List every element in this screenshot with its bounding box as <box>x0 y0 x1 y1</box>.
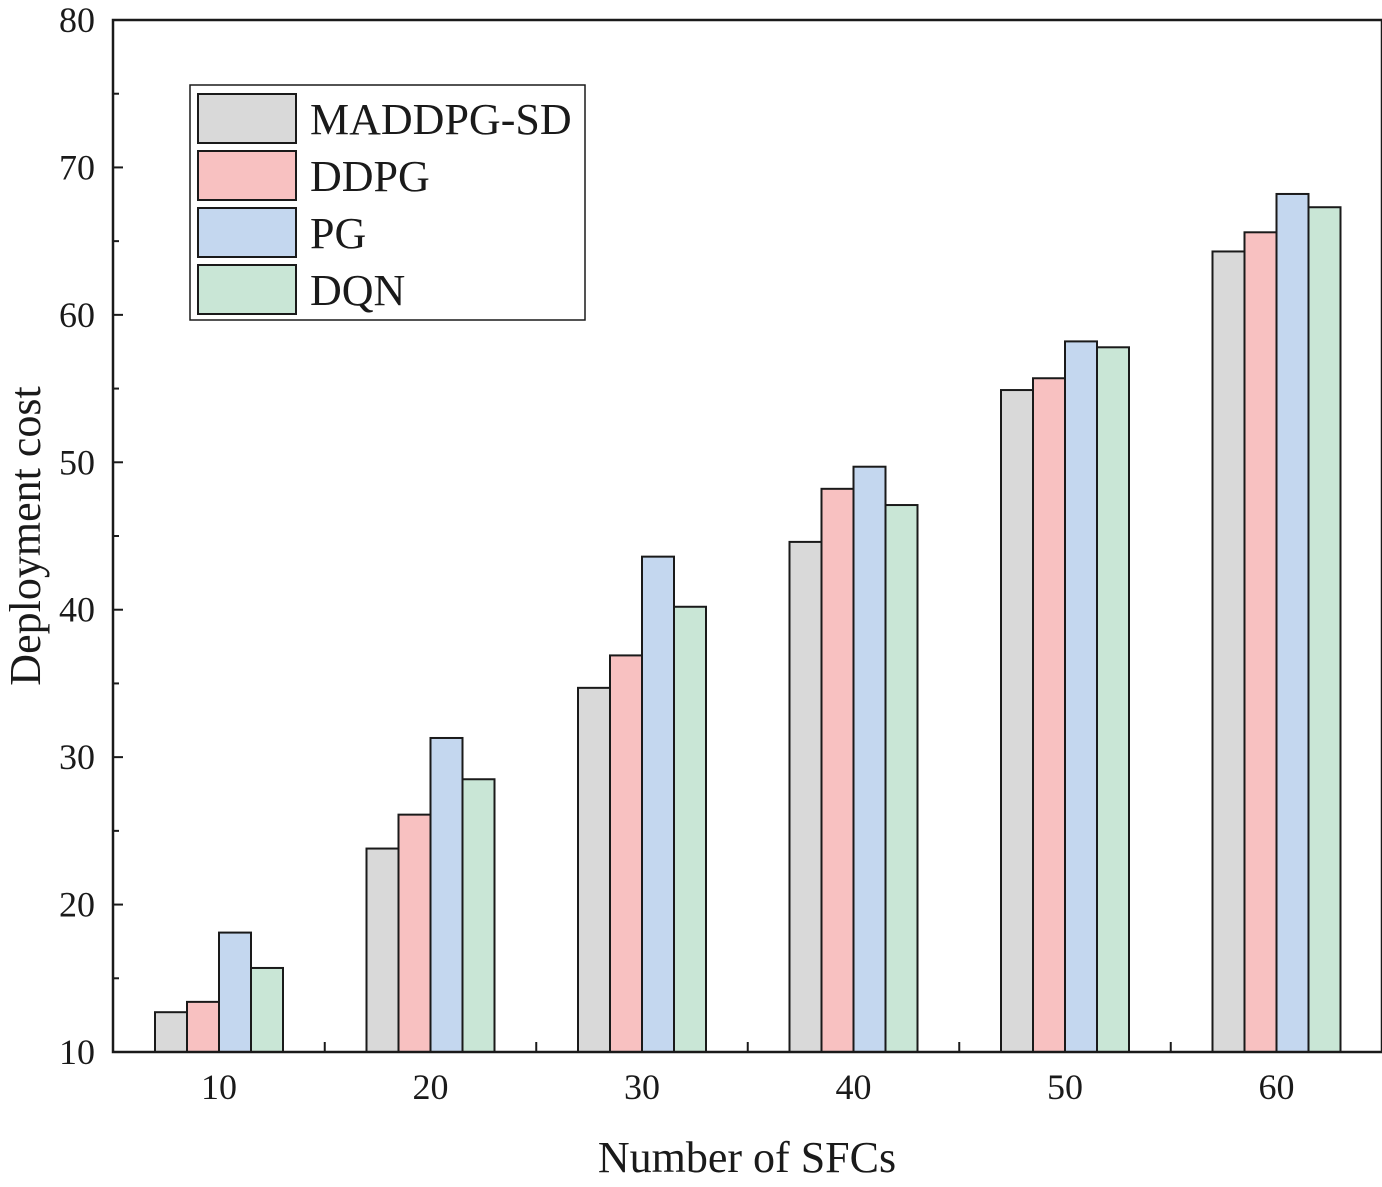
legend: MADDPG-SD DDPG PG DQN <box>189 84 586 321</box>
bar-dqn-60 <box>1307 206 1342 1053</box>
bar-pg-20 <box>429 736 464 1054</box>
bar-ddpg-30 <box>609 654 643 1053</box>
y-tick-label: 70 <box>59 147 95 187</box>
x-tick-label: 30 <box>624 1067 660 1107</box>
bar-dqn-10 <box>250 966 284 1053</box>
y-tick-label: 80 <box>59 0 95 40</box>
bar-pg-40 <box>852 465 887 1053</box>
x-tick-label: 60 <box>1259 1067 1295 1107</box>
bar-ddpg-50 <box>1032 377 1066 1054</box>
legend-label: MADDPG-SD <box>310 95 572 144</box>
bars-group <box>154 192 1342 1054</box>
legend-label: DDPG <box>310 152 430 201</box>
x-tick-label: 40 <box>836 1067 872 1107</box>
bar-maddpg-sd-10 <box>154 1011 188 1053</box>
bar-ddpg-10 <box>186 1000 220 1053</box>
bar-pg-60 <box>1275 192 1310 1054</box>
bar-maddpg-sd-50 <box>1000 389 1034 1053</box>
bar-ddpg-40 <box>820 487 855 1053</box>
bar-dqn-40 <box>884 504 919 1054</box>
bar-ddpg-20 <box>397 813 432 1054</box>
legend-swatch <box>197 93 297 144</box>
bar-maddpg-sd-40 <box>788 540 823 1053</box>
y-tick-label: 50 <box>59 442 95 482</box>
bar-maddpg-sd-30 <box>577 686 611 1053</box>
bar-dqn-20 <box>461 778 496 1053</box>
x-axis: 10 20 30 40 50 60 <box>201 1042 1295 1107</box>
plot-frame <box>111 18 1382 1054</box>
bar-pg-50 <box>1064 340 1098 1053</box>
y-tick-label: 60 <box>59 295 95 335</box>
legend-label: PG <box>310 209 366 258</box>
y-axis: 10 20 30 40 50 60 70 80 <box>59 0 123 1072</box>
legend-label: DQN <box>310 266 405 315</box>
bar-maddpg-sd-20 <box>365 847 400 1054</box>
x-tick-label: 10 <box>201 1067 237 1107</box>
x-tick-label: 20 <box>413 1067 449 1107</box>
y-tick-label: 20 <box>59 885 95 925</box>
bar-maddpg-sd-60 <box>1211 250 1246 1054</box>
bar-pg-30 <box>641 555 675 1053</box>
legend-swatch <box>197 264 297 315</box>
legend-swatch <box>197 150 297 201</box>
bar-pg-10 <box>218 931 252 1054</box>
legend-swatch <box>197 207 297 258</box>
y-tick-label: 30 <box>59 737 95 777</box>
bar-ddpg-60 <box>1243 231 1278 1054</box>
bar-dqn-50 <box>1096 346 1130 1053</box>
bar-dqn-30 <box>673 605 707 1053</box>
x-tick-label: 50 <box>1047 1067 1083 1107</box>
y-tick-label: 40 <box>59 590 95 630</box>
x-axis-title: Number of SFCs <box>598 1133 896 1182</box>
y-tick-label: 10 <box>59 1032 95 1072</box>
y-axis-title: Deployment cost <box>1 386 50 685</box>
